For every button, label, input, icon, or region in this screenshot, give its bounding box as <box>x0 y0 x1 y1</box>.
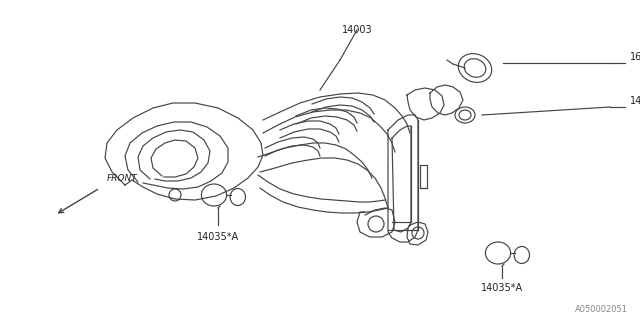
Text: A050002051: A050002051 <box>575 305 628 314</box>
Text: 14035*A: 14035*A <box>481 283 523 293</box>
Text: 16175: 16175 <box>630 52 640 62</box>
Text: 14035*A: 14035*A <box>197 232 239 242</box>
Text: FRONT: FRONT <box>107 174 138 183</box>
Text: 14738: 14738 <box>630 96 640 106</box>
Text: 14003: 14003 <box>342 25 372 35</box>
